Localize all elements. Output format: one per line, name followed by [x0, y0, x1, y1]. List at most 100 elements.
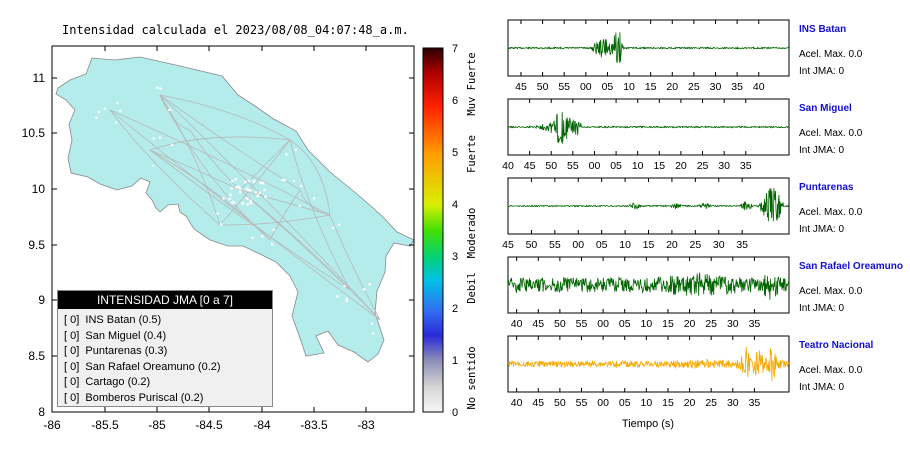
station-name: Teatro Nacional [799, 340, 873, 351]
station-int: Int JMA: 0 [799, 66, 844, 77]
waveform-line [507, 188, 790, 222]
trace-tick-label: 10 [640, 397, 652, 409]
map-ytick-label: 10.5 [22, 126, 46, 140]
colorbar-label: No sentido [466, 346, 475, 409]
trace-tick-label: 55 [558, 81, 570, 93]
trace-tick-label: 15 [662, 318, 674, 330]
trace-tick-label: 55 [576, 397, 588, 409]
map-xtick-label: -85 [148, 418, 166, 432]
trace-tick-label: 10 [623, 81, 635, 93]
waveform-line [507, 346, 790, 382]
trace-tick-label: 10 [632, 160, 644, 172]
trace-tick-label: 10 [640, 318, 652, 330]
map-ytick-label: 10 [32, 182, 46, 196]
station-acel: Acel. Max. 0.0 [799, 128, 863, 139]
waveform-line [507, 32, 790, 63]
trace-tick-label: 25 [705, 318, 717, 330]
legend-header: INTENSIDAD JMA [0 a 7] [58, 291, 272, 309]
trace-3: 40 45 50 55 00 05 10 15 20 25 30 35 San Rafael Oream… [507, 256, 903, 330]
trace-tick-label: 50 [554, 397, 566, 409]
trace-tick-label: 15 [662, 397, 674, 409]
station-int: Int JMA: 0 [799, 382, 844, 393]
station-int: Int JMA: 0 [799, 145, 844, 156]
colorbar-tick-label: 0 [452, 407, 458, 419]
map-ytick-label: 8 [38, 405, 45, 419]
trace-tick-label: 05 [619, 397, 631, 409]
legend-item: [ 0] San Rafael Oreamuno (0.2) [64, 360, 221, 373]
trace-tick-label: 05 [619, 318, 631, 330]
map-ytick-label: 8.5 [28, 349, 45, 363]
trace-tick-label: 50 [545, 160, 557, 172]
map-legend: INTENSIDAD JMA [0 a 7] [ 0] INS Batan (0… [57, 290, 273, 407]
trace-tick-label: 10 [619, 239, 631, 251]
trace-2: 45 50 55 00 05 10 15 20 25 30 35 Puntarenas Acel. Ma… [502, 177, 863, 251]
intensity-colorbar: 7 6 5 4 3 2 1 0 Muy Fuerte Fuerte Moderado Debil No … [422, 43, 475, 419]
trace-tick-label: 40 [511, 397, 523, 409]
trace-tick-label: 55 [549, 239, 561, 251]
trace-tick-label: 35 [736, 239, 748, 251]
colorbar-tick-label: 2 [452, 303, 458, 315]
trace-tick-label: 30 [727, 318, 739, 330]
trace-tick-label: 55 [576, 318, 588, 330]
trace-tick-label: 35 [749, 397, 761, 409]
trace-tick-label: 20 [684, 318, 696, 330]
trace-tick-label: 05 [596, 239, 608, 251]
trace-tick-label: 05 [602, 81, 614, 93]
trace-tick-label: 30 [713, 239, 725, 251]
trace-tick-label: 40 [511, 318, 523, 330]
station-name: San Rafael Oreamuno [799, 261, 903, 272]
trace-tick-label: 55 [567, 160, 579, 172]
station-name: Puntarenas [799, 182, 854, 193]
station-name: San Miguel [799, 103, 852, 114]
colorbar-label: Moderado [466, 208, 475, 259]
colorbar-tick-label: 4 [452, 199, 458, 211]
trace-tick-label: 20 [684, 397, 696, 409]
map-xtick-label: -83.5 [300, 418, 328, 432]
trace-tick-label: 20 [675, 160, 687, 172]
trace-frame [507, 256, 790, 314]
trace-tick-label: 45 [524, 160, 536, 172]
legend-item: [ 0] INS Batan (0.5) [64, 314, 162, 326]
trace-tick-label: 30 [727, 397, 739, 409]
colorbar-label: Muy Fuerte [466, 52, 475, 115]
colorbar-gradient [422, 47, 444, 413]
trace-tick-label: 00 [597, 318, 609, 330]
road-network [109, 94, 381, 321]
trace-tick-label: 50 [537, 81, 549, 93]
trace-1: 40 45 50 55 00 05 10 15 20 25 30 35 San Miguel Acel. … [502, 98, 863, 172]
trace-tick-label: 15 [645, 81, 657, 93]
trace-tick-label: 40 [753, 81, 765, 93]
map-xtick-label: -84 [253, 418, 271, 432]
trace-tick-label: 35 [740, 160, 752, 172]
trace-tick-label: 25 [705, 397, 717, 409]
map-xtick-label: -84.5 [195, 418, 223, 432]
trace-tick-label: 40 [502, 160, 514, 172]
trace-tick-label: 00 [597, 397, 609, 409]
map-ytick-label: 9.5 [28, 238, 45, 252]
station-acel: Acel. Max. 0.0 [799, 207, 863, 218]
trace-0: 45 50 55 00 05 10 15 20 25 30 35 40 INS Batan Acel. M… [507, 19, 863, 93]
trace-tick-label: 15 [653, 160, 665, 172]
x-axis-label: Tiempo (s) [622, 418, 674, 430]
map-xtick-label: -86 [43, 418, 61, 432]
colorbar-label: Debil [466, 272, 475, 304]
legend-item: [ 0] San Miguel (0.4) [64, 329, 167, 342]
trace-tick-label: 45 [515, 81, 527, 93]
colorbar-tick-label: 6 [452, 95, 458, 107]
legend-item: [ 0] Cartago (0.2) [64, 376, 151, 388]
map-title: Intensidad calculada el 2023/08/08_04:07… [62, 23, 409, 37]
trace-tick-label: 45 [502, 239, 514, 251]
colorbar-tick-label: 3 [452, 251, 458, 263]
map-ytick-label: 9 [38, 293, 45, 307]
waveform-line [507, 272, 790, 300]
trace-tick-label: 30 [718, 160, 730, 172]
trace-tick-label: 00 [580, 81, 592, 93]
city-markers [95, 86, 397, 335]
colorbar-tick-label: 7 [452, 43, 458, 55]
colorbar-tick-label: 5 [452, 147, 458, 159]
trace-tick-label: 05 [610, 160, 622, 172]
legend-item: [ 0] Puntarenas (0.3) [64, 345, 168, 357]
trace-tick-label: 30 [710, 81, 722, 93]
station-acel: Acel. Max. 0.0 [799, 365, 863, 376]
waveform-panel: Tiempo (s) 45 50 55 00 05 10 15 20 25 30 35 40 INS B… [502, 19, 903, 430]
